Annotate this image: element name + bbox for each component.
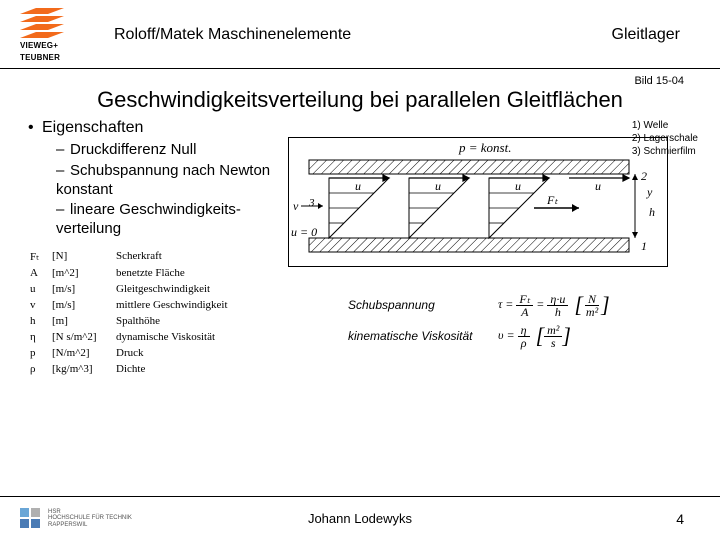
header-title-left: Roloff/Matek Maschinenelemente (102, 26, 612, 44)
body-row: •Eigenschaften –Druckdifferenz Null –Sch… (0, 119, 720, 378)
table-row: p[N/m^2]Druck (30, 346, 234, 360)
publisher-name-1: VIEWEG+ (20, 42, 58, 50)
sub-bullet-item: –Schubspannung nach Newton konstant (56, 162, 288, 200)
table-row: Fₜ[N]Scherkraft (30, 249, 234, 264)
figure-number: Bild 15-04 (0, 69, 720, 87)
table-row: ρ[kg/m^3]Dichte (30, 362, 234, 376)
svg-text:u: u (355, 179, 361, 193)
table-row: u[m/s]Gleitgeschwindigkeit (30, 282, 234, 296)
header-title-right: Gleitlager (612, 26, 700, 44)
sub-bullet-item: –Druckdifferenz Null (56, 141, 288, 160)
svg-text:u: u (435, 179, 441, 193)
svg-text:u: u (515, 179, 521, 193)
svg-text:v: v (293, 199, 299, 213)
table-row: h[m]Spalthöhe (30, 314, 234, 328)
svg-text:Fₜ: Fₜ (546, 193, 558, 207)
sub-bullet-list: –Druckdifferenz Null –Schubspannung nach… (28, 141, 288, 239)
svg-text:3: 3 (308, 197, 315, 209)
svg-text:u: u (595, 179, 601, 193)
bullet-dot: • (28, 119, 42, 137)
symbol-table: Fₜ[N]Scherkraft A[m^2]benetzte Fläche u[… (28, 247, 236, 378)
p-label: p = konst. (458, 140, 511, 155)
svg-text:1: 1 (641, 239, 647, 253)
table-row: v[m/s]mittlere Geschwindigkeit (30, 298, 234, 312)
slide-title: Geschwindigkeitsverteilung bei parallele… (0, 87, 720, 119)
table-row: A[m^2]benetzte Fläche (30, 266, 234, 280)
bullet-heading-text: Eigenschaften (42, 119, 143, 136)
figure-legend: 1) Welle 2) Lagerschale 3) Schmierfilm (632, 119, 698, 158)
formula-block: Schubspannung τ = FₜA = η·uh [Nm²] kinem… (348, 287, 610, 354)
formula-tau: Schubspannung τ = FₜA = η·uh [Nm²] (348, 292, 610, 318)
svg-text:u = 0: u = 0 (291, 225, 317, 239)
left-column: •Eigenschaften –Druckdifferenz Null –Sch… (28, 119, 288, 378)
velocity-diagram-icon: p = konst. u u u u (289, 138, 669, 268)
vieweg-logo-icon (20, 8, 64, 38)
footer-author: Johann Lodewyks (0, 511, 720, 526)
table-row: η[N s/m^2]dynamische Viskosität (30, 330, 234, 344)
svg-text:h: h (649, 205, 655, 219)
legend-line: 2) Lagerschale (632, 132, 698, 145)
sub-bullet-item: –lineare Geschwindigkeits-verteilung (56, 201, 288, 239)
formula-nu: kinematische Viskosität υ = ηρ [m²s] (348, 323, 610, 349)
nu-label: kinematische Viskosität (348, 329, 498, 343)
slide-header: VIEWEG+ TEUBNER Roloff/Matek Maschinenel… (0, 0, 720, 69)
svg-text:y: y (646, 185, 653, 199)
publisher-name-2: TEUBNER (20, 54, 60, 62)
publisher-logo: VIEWEG+ TEUBNER (20, 8, 102, 62)
svg-text:2: 2 (641, 169, 647, 183)
figure-diagram: p = konst. u u u u (288, 137, 668, 267)
legend-line: 3) Schmierfilm (632, 145, 698, 158)
right-column: 1) Welle 2) Lagerschale 3) Schmierfilm p… (288, 119, 704, 378)
bullet-heading: •Eigenschaften (28, 119, 288, 137)
legend-line: 1) Welle (632, 119, 698, 132)
tau-label: Schubspannung (348, 298, 498, 312)
slide-footer: HSR HOCHSCHULE FÜR TECHNIK RAPPERSWIL Jo… (0, 496, 720, 540)
